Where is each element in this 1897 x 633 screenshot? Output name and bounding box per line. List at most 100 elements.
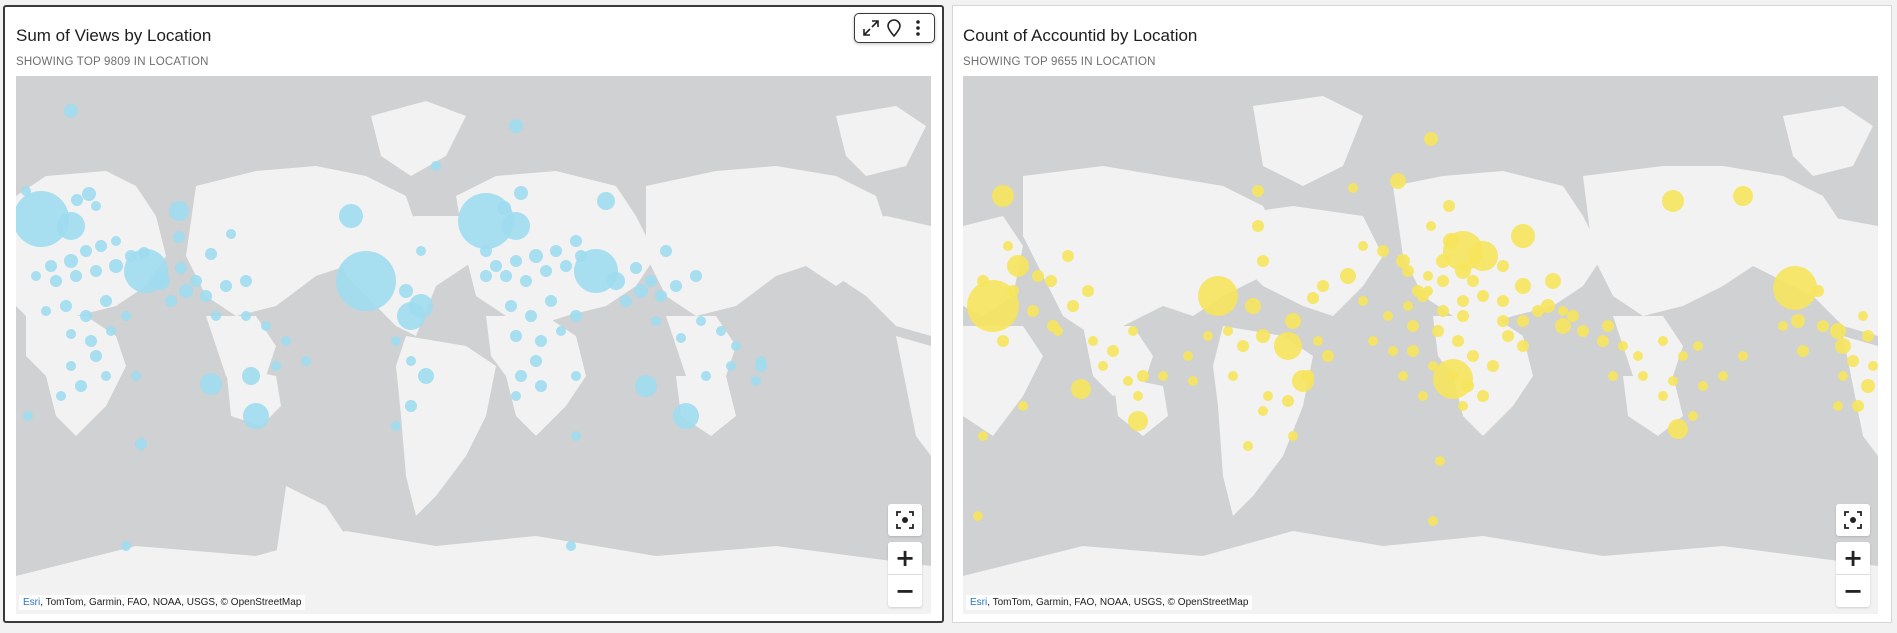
location-bubble[interactable] — [173, 231, 185, 243]
location-bubble[interactable] — [701, 371, 711, 381]
location-bubble[interactable] — [1412, 285, 1424, 297]
location-bubble[interactable] — [301, 356, 311, 366]
location-bubble[interactable] — [1517, 340, 1529, 352]
location-bubble[interactable] — [1833, 401, 1843, 411]
location-bubble[interactable] — [169, 201, 189, 221]
location-bubble[interactable] — [1733, 186, 1753, 206]
location-bubble[interactable] — [1457, 295, 1469, 307]
location-bubble[interactable] — [75, 380, 87, 392]
location-bubble[interactable] — [1452, 335, 1464, 347]
location-bubble[interactable] — [1515, 278, 1531, 294]
location-bubble[interactable] — [480, 270, 492, 282]
location-bubble[interactable] — [179, 284, 193, 298]
recenter-button[interactable] — [888, 504, 922, 536]
location-bubble[interactable] — [1313, 336, 1323, 346]
location-bubble[interactable] — [1738, 351, 1748, 361]
location-bubble[interactable] — [530, 355, 542, 367]
location-bubble[interactable] — [1383, 311, 1393, 321]
location-bubble[interactable] — [1198, 276, 1238, 316]
location-bubble[interactable] — [1088, 336, 1098, 346]
location-bubble[interactable] — [535, 380, 547, 392]
location-bubble[interactable] — [1852, 400, 1864, 412]
location-bubble[interactable] — [1467, 350, 1479, 362]
location-bubble[interactable] — [1555, 318, 1571, 334]
location-bubble[interactable] — [1398, 371, 1408, 381]
location-bubble[interactable] — [520, 275, 532, 287]
location-bubble[interactable] — [80, 310, 92, 322]
location-bubble[interactable] — [1307, 292, 1319, 304]
location-bubble[interactable] — [1348, 183, 1358, 193]
location-bubble[interactable] — [1577, 325, 1589, 337]
location-bubble[interactable] — [60, 300, 72, 312]
location-bubble[interactable] — [66, 329, 76, 339]
location-bubble[interactable] — [1830, 323, 1846, 339]
location-bubble[interactable] — [1183, 351, 1193, 361]
location-bubble[interactable] — [1007, 255, 1029, 277]
location-bubble[interactable] — [1668, 419, 1688, 439]
map-canvas[interactable]: + − Esri, TomTom, Garmin, FAO, NOAA, USG… — [963, 76, 1878, 614]
location-bubble[interactable] — [1128, 326, 1138, 336]
location-bubble[interactable] — [101, 371, 111, 381]
location-bubble[interactable] — [226, 229, 236, 239]
location-bubble[interactable] — [1252, 220, 1264, 232]
location-bubble[interactable] — [90, 350, 102, 362]
location-bubble[interactable] — [1403, 301, 1413, 311]
location-bubble[interactable] — [1423, 271, 1433, 281]
location-bubble[interactable] — [50, 275, 62, 287]
location-bubble[interactable] — [1858, 311, 1868, 321]
location-bubble[interactable] — [85, 335, 97, 347]
location-bubble[interactable] — [556, 326, 566, 336]
location-bubble[interactable] — [1718, 371, 1728, 381]
location-bubble[interactable] — [1545, 273, 1561, 289]
location-bubble[interactable] — [511, 391, 521, 401]
location-bubble[interactable] — [1158, 371, 1168, 381]
location-bubble[interactable] — [56, 391, 66, 401]
location-bubble[interactable] — [1497, 295, 1509, 307]
location-bubble[interactable] — [1437, 305, 1449, 317]
esri-link[interactable]: Esri — [23, 597, 41, 608]
location-bubble[interactable] — [41, 306, 51, 316]
location-bubble[interactable] — [431, 161, 441, 171]
location-bubble[interactable] — [502, 212, 530, 240]
location-bubble[interactable] — [1053, 326, 1063, 336]
location-bubble[interactable] — [1258, 406, 1268, 416]
location-bubble[interactable] — [21, 186, 31, 196]
location-bubble[interactable] — [1123, 376, 1133, 386]
location-bubble[interactable] — [1390, 173, 1406, 189]
location-bubble[interactable] — [1868, 361, 1878, 371]
location-bubble[interactable] — [90, 265, 102, 277]
location-bubble[interactable] — [1263, 391, 1273, 401]
location-bubble[interactable] — [535, 335, 547, 347]
location-bubble[interactable] — [1487, 360, 1499, 372]
location-bubble[interactable] — [205, 248, 217, 260]
location-bubble[interactable] — [1133, 391, 1143, 401]
location-bubble[interactable] — [992, 185, 1014, 207]
expand-icon[interactable] — [860, 17, 882, 39]
location-bubble[interactable] — [1128, 411, 1148, 431]
location-bubble[interactable] — [1862, 330, 1874, 342]
location-bubble[interactable] — [1778, 321, 1788, 331]
location-bubble[interactable] — [91, 201, 101, 211]
location-bubble[interactable] — [339, 204, 363, 228]
location-bubble[interactable] — [211, 311, 221, 321]
location-bubble[interactable] — [1067, 300, 1079, 312]
location-bubble[interactable] — [756, 356, 766, 366]
location-bubble[interactable] — [1396, 254, 1410, 268]
location-bubble[interactable] — [200, 290, 212, 302]
location-bubble[interactable] — [1773, 266, 1817, 310]
location-bubble[interactable] — [1502, 330, 1514, 342]
location-bubble[interactable] — [220, 280, 232, 292]
location-bubble[interactable] — [978, 431, 988, 441]
location-bubble[interactable] — [1423, 286, 1433, 296]
location-bubble[interactable] — [165, 295, 177, 307]
location-bubble[interactable] — [1285, 313, 1301, 329]
zoom-out-button[interactable]: − — [888, 574, 922, 607]
location-bubble[interactable] — [1137, 370, 1149, 382]
location-bubble[interactable] — [1458, 401, 1468, 411]
location-bubble[interactable] — [57, 212, 85, 240]
location-bubble[interactable] — [1424, 132, 1438, 146]
location-bubble[interactable] — [1107, 345, 1119, 357]
location-bubble[interactable] — [336, 251, 396, 311]
location-bubble[interactable] — [1377, 245, 1389, 257]
location-bubble[interactable] — [1541, 299, 1555, 313]
